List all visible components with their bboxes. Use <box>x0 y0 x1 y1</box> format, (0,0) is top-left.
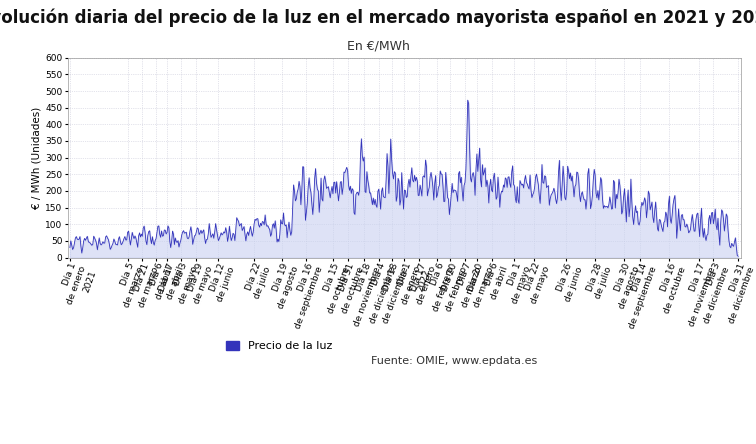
Text: Evolución diaria del precio de la luz en el mercado mayorista español en 2021 y : Evolución diaria del precio de la luz en… <box>0 9 756 28</box>
Y-axis label: € / MWh (Unidades): € / MWh (Unidades) <box>31 107 41 209</box>
Text: En €/MWh: En €/MWh <box>346 40 410 53</box>
Legend: Precio de la luz: Precio de la luz <box>222 337 337 356</box>
Text: Fuente: OMIE, www.epdata.es: Fuente: OMIE, www.epdata.es <box>370 357 537 366</box>
